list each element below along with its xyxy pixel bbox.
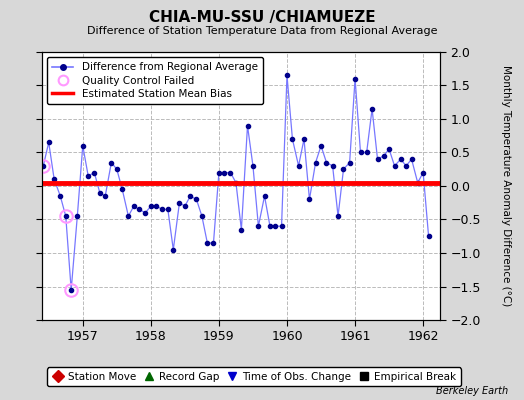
Text: Berkeley Earth: Berkeley Earth [436, 386, 508, 396]
Legend: Station Move, Record Gap, Time of Obs. Change, Empirical Break: Station Move, Record Gap, Time of Obs. C… [47, 368, 461, 386]
Text: Difference of Station Temperature Data from Regional Average: Difference of Station Temperature Data f… [87, 26, 437, 36]
Text: CHIA-MU-SSU /CHIAMUEZE: CHIA-MU-SSU /CHIAMUEZE [149, 10, 375, 25]
Y-axis label: Monthly Temperature Anomaly Difference (°C): Monthly Temperature Anomaly Difference (… [500, 65, 510, 307]
